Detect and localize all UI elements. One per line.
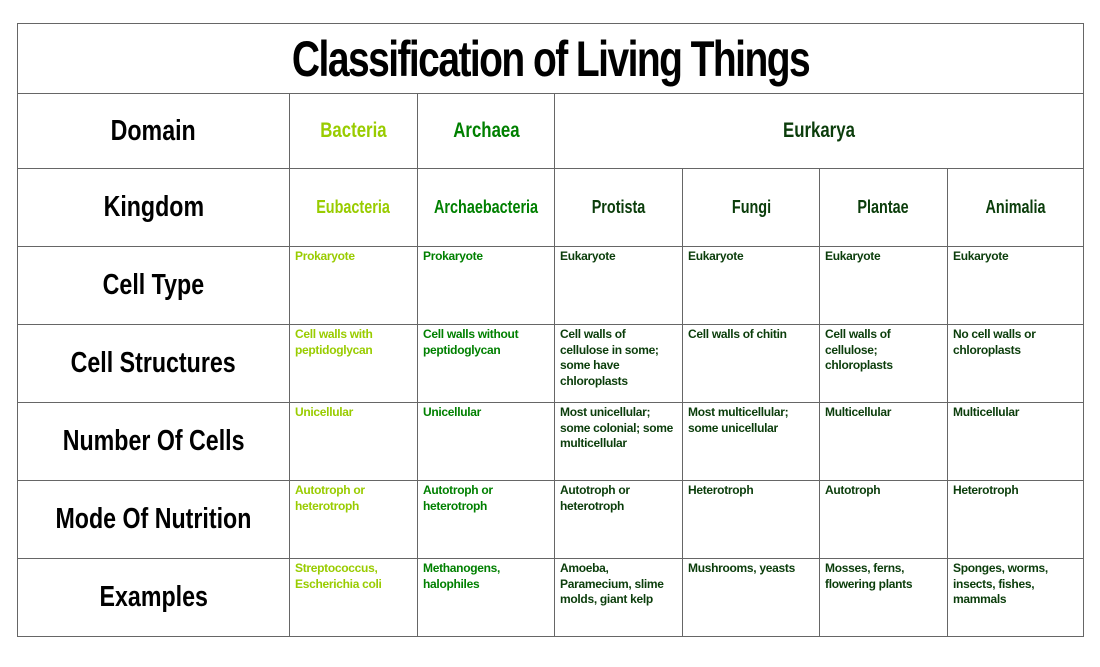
table-cell: Eukaryote	[819, 246, 948, 325]
table-cell: Prokaryote	[289, 246, 418, 325]
table-cell: Autotroph or heterotroph	[554, 480, 683, 559]
kingdom-plantae: Plantae	[819, 168, 948, 247]
domain-row: Domain Bacteria Archaea Eurkarya	[17, 93, 1085, 169]
row-header: Examples	[17, 558, 290, 637]
table-cell: Cell walls without peptidoglycan	[417, 324, 555, 403]
domain-name: Eurkarya	[783, 119, 855, 142]
table-cell: Unicellular	[417, 402, 555, 481]
row-header-domain: Domain	[17, 93, 290, 169]
table-cell: Autotroph or heterotroph	[289, 480, 418, 559]
table-cell: Amoeba, Paramecium, slime molds, giant k…	[554, 558, 683, 637]
kingdom-name: Archaebacteria	[433, 197, 539, 217]
kingdom-protista: Protista	[554, 168, 683, 247]
table-cell: Cell walls of cellulose; chloroplasts	[819, 324, 948, 403]
row-header: Cell Type	[17, 246, 290, 325]
table-row: Number Of Cells Unicellular Unicellular Mos…	[17, 402, 1085, 481]
table-row: Mode Of Nutrition Autotroph or heterotrop…	[17, 480, 1085, 559]
row-header-kingdom: Kingdom	[17, 168, 290, 247]
table-cell: Eukaryote	[682, 246, 820, 325]
table-cell: Most unicellular; some colonial; some mu…	[554, 402, 683, 481]
domain-name: Archaea	[452, 119, 520, 142]
table-cell: Prokaryote	[417, 246, 555, 325]
domain-archaea: Archaea	[417, 93, 555, 169]
table-cell: No cell walls or chloroplasts	[946, 324, 1085, 403]
table-cell: Autotroph	[819, 480, 948, 559]
kingdom-name: Protista	[591, 197, 646, 217]
row-label: Domain	[110, 114, 197, 147]
kingdom-archaebacteria: Archaebacteria	[417, 168, 555, 247]
row-label: Number Of Cells	[62, 425, 245, 457]
table-cell: Autotroph or heterotroph	[417, 480, 555, 559]
kingdom-name: Eubacteria	[316, 197, 391, 217]
table-cell: Eukaryote	[554, 246, 683, 325]
kingdom-row: Kingdom Eubacteria Archaebacteria Protista F…	[17, 168, 1085, 247]
kingdom-name: Plantae	[857, 197, 910, 217]
table-row: Cell Structures Cell walls with peptidogl…	[17, 324, 1085, 403]
table-cell: Cell walls of chitin	[682, 324, 820, 403]
kingdom-animalia: Animalia	[946, 168, 1085, 247]
table-cell: Multicellular	[946, 402, 1085, 481]
classification-table: Classification of Living Things Domain Ba…	[16, 23, 1085, 637]
title-text: Classification of Living Things	[291, 30, 811, 87]
row-label: Cell Structures	[70, 347, 237, 379]
domain-eurkarya: Eurkarya	[553, 93, 1085, 169]
table-cell: Cell walls with peptidoglycan	[289, 324, 418, 403]
kingdom-fungi: Fungi	[682, 168, 820, 247]
table-cell: Methanogens, halophiles	[417, 558, 555, 637]
kingdom-eubacteria: Eubacteria	[289, 168, 418, 247]
kingdom-name: Fungi	[731, 197, 771, 217]
table-cell: Heterotroph	[946, 480, 1085, 559]
table-title: Classification of Living Things	[16, 23, 1085, 94]
row-header: Cell Structures	[17, 324, 290, 403]
row-label: Examples	[99, 581, 208, 613]
table-cell: Eukaryote	[946, 246, 1085, 325]
row-label: Cell Type	[102, 269, 205, 301]
row-label: Kingdom	[103, 191, 204, 223]
table-cell: Mosses, ferns, flowering plants	[819, 558, 948, 637]
row-header: Number Of Cells	[17, 402, 290, 481]
domain-bacteria: Bacteria	[289, 93, 418, 169]
table-cell: Multicellular	[819, 402, 948, 481]
table-cell: Most multicellular; some unicellular	[682, 402, 820, 481]
row-header: Mode Of Nutrition	[17, 480, 290, 559]
table-cell: Sponges, worms, insects, fishes, mammals	[946, 558, 1085, 637]
table-cell: Cell walls of cellulose in some; some ha…	[554, 324, 683, 403]
kingdom-name: Animalia	[985, 197, 1046, 217]
table-cell: Unicellular	[289, 402, 418, 481]
domain-name: Bacteria	[320, 119, 387, 142]
table-cell: Streptococcus, Escherichia coli	[289, 558, 418, 637]
table-cell: Mushrooms, yeasts	[682, 558, 820, 637]
row-label: Mode Of Nutrition	[55, 503, 252, 535]
table-row: Cell Type Prokaryote Prokaryote Eukaryote Eu…	[17, 246, 1085, 325]
table-row: Examples Streptococcus, Escherichia coli M…	[17, 558, 1085, 637]
table-cell: Heterotroph	[682, 480, 820, 559]
